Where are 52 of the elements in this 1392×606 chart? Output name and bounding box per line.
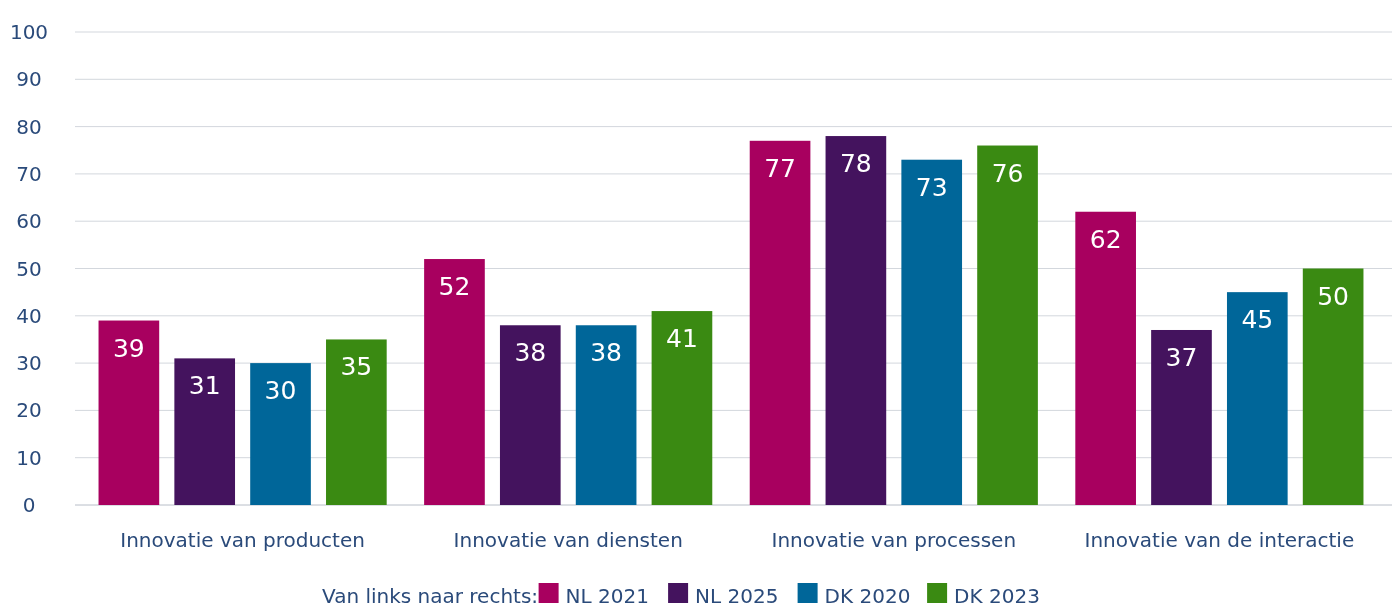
data-label: 35	[340, 352, 373, 382]
x-tick-label: Innovatie van producten	[120, 528, 365, 552]
data-label: 37	[1165, 342, 1198, 372]
data-label: 50	[1317, 281, 1350, 311]
x-tick-label: Innovatie van processen	[771, 528, 1017, 552]
bar	[98, 320, 160, 505]
data-label: 39	[112, 333, 145, 363]
data-label: 77	[764, 153, 796, 183]
bar	[174, 358, 236, 505]
y-tick-label: 50	[16, 256, 42, 281]
x-tick-label: Innovatie van diensten	[453, 528, 683, 552]
bar	[1226, 292, 1288, 505]
y-tick-label: 100	[9, 20, 49, 44]
bar	[326, 339, 387, 505]
data-label: 76	[991, 158, 1024, 188]
bar	[1151, 329, 1212, 505]
y-tick-label: 60	[16, 209, 42, 234]
bar	[250, 363, 311, 505]
data-label: 38	[590, 338, 623, 368]
y-tick-label: 10	[16, 445, 42, 470]
data-label: 41	[666, 324, 698, 354]
y-tick-label: 0	[22, 493, 36, 517]
data-label: 45	[1241, 305, 1274, 335]
y-tick-label: 70	[16, 161, 42, 186]
data-label: 62	[1089, 224, 1122, 254]
bar	[1302, 268, 1364, 505]
bar	[499, 325, 561, 505]
bar	[901, 159, 963, 505]
data-label: 52	[438, 272, 471, 302]
y-tick-label: 30	[16, 351, 42, 376]
bar	[1075, 211, 1136, 505]
data-label: 73	[915, 172, 948, 202]
bar	[825, 136, 887, 505]
y-tick-label: 20	[16, 398, 42, 423]
data-label: 78	[839, 149, 872, 179]
bar	[977, 145, 1038, 505]
legend-title: Van links naar rechts:	[322, 584, 539, 606]
bar	[424, 259, 485, 505]
data-label: 30	[264, 376, 297, 406]
data-label: 31	[188, 371, 221, 401]
x-tick-label: Innovatie van de interactie	[1084, 528, 1355, 552]
legend-label: DK 2020	[824, 584, 911, 606]
legend-label: NL 2025	[695, 584, 779, 606]
y-tick-label: 40	[16, 303, 42, 328]
bar	[575, 325, 637, 505]
legend-label: DK 2023	[954, 584, 1040, 606]
y-tick-label: 90	[16, 67, 42, 92]
bar	[651, 311, 713, 505]
data-label: 38	[514, 338, 547, 368]
y-tick-label: 80	[16, 114, 42, 139]
legend-label: NL 2021	[565, 584, 649, 606]
bar	[749, 140, 811, 505]
